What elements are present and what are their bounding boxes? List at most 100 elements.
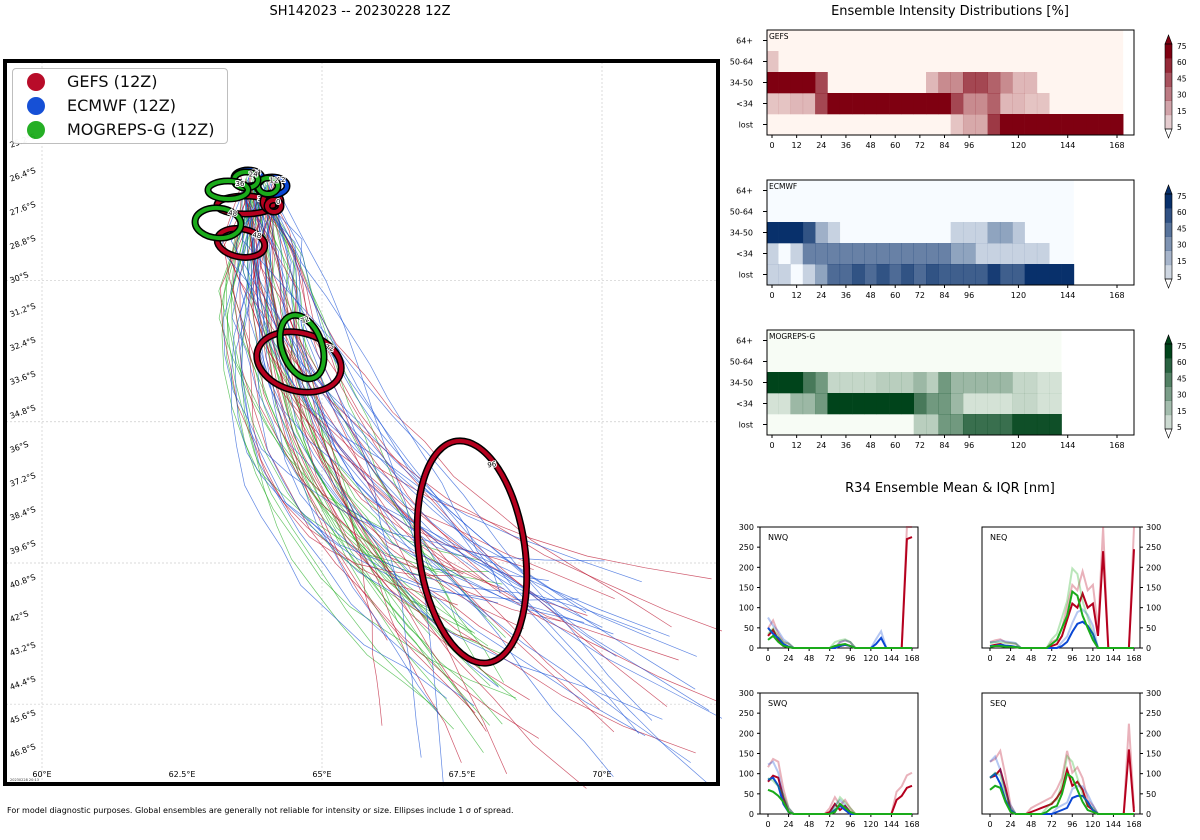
ensemble-track xyxy=(230,188,505,656)
r34-ytick-label: 100 xyxy=(1146,604,1161,613)
heatmap-row-label: <34 xyxy=(736,250,753,259)
lat-label: 28.8°S xyxy=(9,234,37,252)
heatmap-cell xyxy=(1012,114,1025,136)
colorbar-tick-label: 75 xyxy=(1177,342,1187,351)
heatmap-row-label: lost xyxy=(739,121,753,130)
lat-label: 33.6°S xyxy=(9,369,37,387)
ellipse-label: 36 xyxy=(236,180,245,188)
heatmap-cell xyxy=(1024,114,1038,136)
ellipse-gefs-0b: 0 xyxy=(263,196,285,216)
colorbar-frame xyxy=(1164,343,1173,430)
r34-xtick-label: 120 xyxy=(863,820,878,829)
r34-mean-mogreps-g xyxy=(767,788,912,815)
ensemble-track xyxy=(240,180,475,707)
heatmap-cell xyxy=(950,372,964,394)
ellipse-ring xyxy=(265,198,283,214)
heatmap-cell xyxy=(767,264,779,286)
r34-ytick-label: 200 xyxy=(1146,563,1161,572)
colorbar-band xyxy=(1165,236,1172,251)
ensemble-track xyxy=(266,191,473,633)
r34-xtick-label: 168 xyxy=(1126,654,1141,663)
heatmap-xtick-label: 72 xyxy=(915,141,925,150)
heatmap-cell xyxy=(889,264,902,286)
heatmap-cell xyxy=(926,414,939,436)
legend-marker-ecmwf xyxy=(27,97,45,115)
ensemble-track xyxy=(230,193,617,657)
heatmap-cell xyxy=(815,243,828,265)
heatmap-cell xyxy=(1036,114,1050,136)
r34-ytick-label: 250 xyxy=(739,543,754,552)
heatmap-row-label: 34-50 xyxy=(730,229,753,238)
heatmap-cell xyxy=(926,243,939,265)
lat-label: 42°S xyxy=(9,609,30,624)
heatmap-xtick-label: 12 xyxy=(792,441,802,450)
colorbar-max-arrow xyxy=(1164,184,1173,195)
r34-xtick-label: 168 xyxy=(904,820,919,829)
colorbar-band xyxy=(1165,72,1172,87)
heatmap-cell xyxy=(852,243,865,265)
ellipse-gefs-96: 96 xyxy=(413,437,531,667)
heatmap-cell xyxy=(926,264,939,286)
heatmap-cell xyxy=(1073,114,1087,136)
colorbar-max-arrow xyxy=(1164,34,1173,45)
heatmap-cell xyxy=(790,393,804,415)
footer-note: For model diagnostic purposes. Global en… xyxy=(7,806,514,815)
heatmap-cell xyxy=(827,243,841,265)
lat-label: 43.2°S xyxy=(9,640,37,658)
heatmap-cell xyxy=(987,222,1001,244)
r34-ytick-label: 100 xyxy=(1146,770,1161,779)
r34-xtick-label: 24 xyxy=(1005,820,1015,829)
heatmap-cell xyxy=(913,93,927,115)
ellipse-label: 48 xyxy=(252,231,262,240)
ensemble-track xyxy=(245,183,579,601)
heatmap-cell xyxy=(802,372,816,394)
r34-xtick-label: 48 xyxy=(1026,820,1036,829)
ensemble-track xyxy=(259,175,499,604)
heatmap-cell xyxy=(778,264,791,286)
map-grid xyxy=(6,62,716,782)
heatmap-cell xyxy=(950,393,964,415)
lat-label: 38.4°S xyxy=(9,505,37,523)
heatmap-xtick-label: 60 xyxy=(890,441,900,450)
colorbar-band xyxy=(1165,264,1172,280)
ensemble-track xyxy=(249,186,477,642)
ensemble-track xyxy=(260,179,585,623)
ensemble-track xyxy=(250,181,640,734)
r34-panel-label: SEQ xyxy=(990,699,1006,708)
heatmap-xtick-label: 24 xyxy=(816,291,826,300)
heatmap-cell xyxy=(802,72,816,94)
lon-label: 65°E xyxy=(312,770,331,779)
ellipse-ring xyxy=(193,205,243,241)
heatmap-cell xyxy=(778,372,791,394)
colorbar-band xyxy=(1165,114,1172,130)
ensemble-track xyxy=(268,189,668,707)
heatmap-row-label: lost xyxy=(739,271,753,280)
heatmap-row-label: 34-50 xyxy=(730,79,753,88)
heatmap-cell xyxy=(962,93,976,115)
colorbar-min-arrow xyxy=(1164,278,1173,289)
heatmap-xtick-label: 120 xyxy=(1011,441,1026,450)
heatmap-cell xyxy=(950,93,964,115)
heatmap-cell xyxy=(889,372,902,394)
legend-item-gefs: GEFS (12Z) xyxy=(13,71,227,93)
r34-ytick-label: 150 xyxy=(1146,750,1161,759)
heatmap-row-label: <34 xyxy=(736,100,753,109)
heatmap-cell xyxy=(962,114,976,136)
heatmap-cell xyxy=(901,243,914,265)
heatmap-xtick-label: 48 xyxy=(865,291,875,300)
heatmap-cell xyxy=(839,372,853,394)
heatmap-cell xyxy=(975,114,988,136)
heatmap-cell xyxy=(975,72,988,94)
r34-xtick-label: 96 xyxy=(1067,654,1077,663)
ensemble-track xyxy=(259,181,508,774)
heatmap-xtick-label: 120 xyxy=(1011,141,1026,150)
heatmap-panel-label: GEFS xyxy=(769,32,789,41)
ensemble-track xyxy=(241,178,710,711)
heatmap-cell xyxy=(926,72,939,94)
heatmap-cell xyxy=(767,372,779,394)
heatmap-cell xyxy=(901,264,914,286)
heatmap-cell xyxy=(1036,372,1050,394)
lat-label: 30°S xyxy=(9,270,30,285)
